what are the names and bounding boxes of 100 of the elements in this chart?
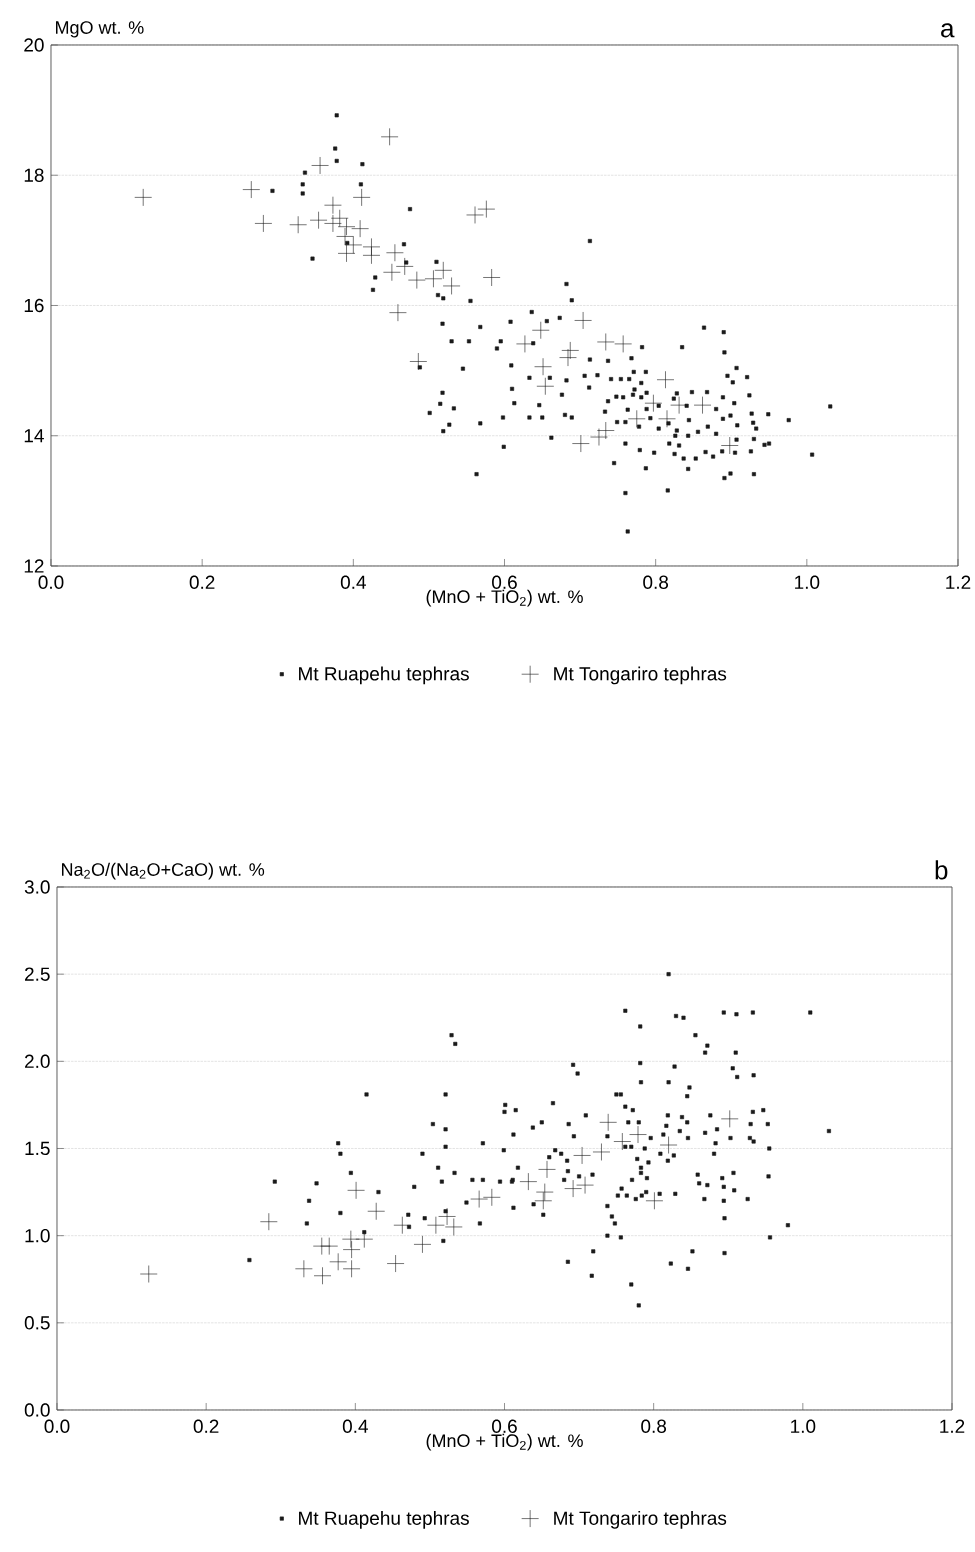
- point: [362, 246, 381, 265]
- point: [329, 1253, 348, 1271]
- point: [389, 303, 407, 322]
- point: [408, 271, 426, 289]
- point: [424, 269, 443, 288]
- point: [355, 1230, 374, 1248]
- y-tick-label: 12: [25, 559, 44, 573]
- point: [438, 1207, 457, 1226]
- point: [413, 1235, 432, 1254]
- point: [381, 128, 399, 146]
- point: [628, 410, 646, 428]
- point: [445, 1218, 463, 1236]
- point: [592, 1143, 611, 1161]
- x-tick-label: 0.4: [343, 1419, 369, 1433]
- point: [597, 421, 615, 440]
- point: [721, 1110, 739, 1128]
- x-axis-title: (MnO + TiO$_{2}$) wt. %: [426, 589, 584, 607]
- y-tick-label: 1.5: [25, 1141, 50, 1156]
- point: [660, 1136, 678, 1154]
- x-tick-label: 0.0: [44, 1419, 70, 1433]
- point: [534, 357, 553, 376]
- y-tick-label: 14: [25, 429, 45, 443]
- point: [572, 434, 590, 453]
- point: [289, 215, 308, 234]
- point: [337, 244, 356, 263]
- point: [538, 1160, 557, 1179]
- x-tick-label: 1.2: [946, 575, 971, 589]
- point: [656, 370, 675, 389]
- point: [721, 436, 739, 455]
- point: [470, 1190, 489, 1208]
- x-tick-label: 1.0: [795, 575, 820, 589]
- point: [534, 1191, 553, 1210]
- y-tick-label: 1.0: [25, 1228, 50, 1243]
- point: [324, 196, 342, 214]
- point: [343, 1240, 361, 1259]
- point: [536, 1183, 554, 1201]
- point: [320, 1237, 339, 1255]
- point: [434, 261, 453, 280]
- y-axis-title: Na$_{2}$O/(Na$_{2}$O+CaO) wt. %: [62, 862, 265, 880]
- x-tick-label: 1.2: [940, 1419, 965, 1433]
- point: [427, 1216, 445, 1234]
- x-tick-label: 0.2: [193, 1419, 219, 1433]
- point: [386, 243, 404, 262]
- point: [519, 1172, 538, 1191]
- point: [559, 348, 578, 367]
- point: [483, 268, 501, 287]
- point: [353, 188, 371, 207]
- point: [597, 333, 615, 351]
- point: [140, 1265, 158, 1283]
- point: [573, 1146, 592, 1165]
- point: [644, 394, 663, 412]
- y-tick-label: 0.0: [25, 1403, 50, 1417]
- chart-title: b: [935, 860, 948, 880]
- y-tick-label: 0.5: [25, 1316, 50, 1330]
- point: [483, 1188, 501, 1207]
- point: [367, 1202, 386, 1221]
- point: [313, 1266, 332, 1285]
- x-axis-title: (MnO + TiO$_{2}$) wt. %: [426, 1433, 584, 1451]
- point: [409, 352, 428, 371]
- point: [443, 277, 461, 295]
- point: [658, 410, 677, 428]
- point: [590, 428, 609, 446]
- point: [532, 321, 550, 340]
- x-tick-label: 0.8: [641, 1419, 667, 1433]
- y-tick-label: 16: [25, 298, 44, 313]
- point: [393, 1216, 412, 1234]
- y-tick-label: 2.5: [25, 967, 50, 981]
- point: [536, 377, 555, 396]
- x-tick-label: 0.2: [189, 575, 215, 589]
- y-axis-title: MgO wt. %: [56, 21, 144, 38]
- chart-title: a: [941, 23, 955, 38]
- point: [351, 219, 370, 238]
- point: [134, 188, 153, 207]
- y-tick-label: 2.0: [25, 1054, 50, 1069]
- legend-label: Mt Ruapehu tephras: [299, 666, 470, 685]
- point: [576, 1176, 595, 1194]
- point: [564, 1179, 583, 1198]
- point: [260, 1212, 278, 1231]
- y-tick-label: 3.0: [25, 880, 50, 894]
- point: [629, 1125, 648, 1144]
- point: [561, 341, 580, 360]
- point: [311, 156, 330, 175]
- x-tick-label: 0.8: [643, 575, 669, 589]
- x-tick-label: 0.4: [341, 575, 367, 589]
- x-tick-label: 0.6: [492, 575, 518, 589]
- point: [466, 206, 485, 224]
- point: [613, 1132, 632, 1151]
- point: [295, 1259, 313, 1278]
- point: [614, 335, 633, 353]
- point: [242, 180, 261, 199]
- point: [254, 214, 273, 233]
- legend-label: Mt Tongariro tephras: [554, 1510, 727, 1529]
- point: [396, 257, 414, 276]
- point: [693, 396, 712, 414]
- y-tick-label: 20: [24, 38, 44, 52]
- point: [324, 214, 342, 233]
- point: [310, 211, 328, 229]
- x-tick-label: 1.0: [791, 1419, 816, 1433]
- point: [387, 1254, 405, 1273]
- point: [599, 1113, 618, 1132]
